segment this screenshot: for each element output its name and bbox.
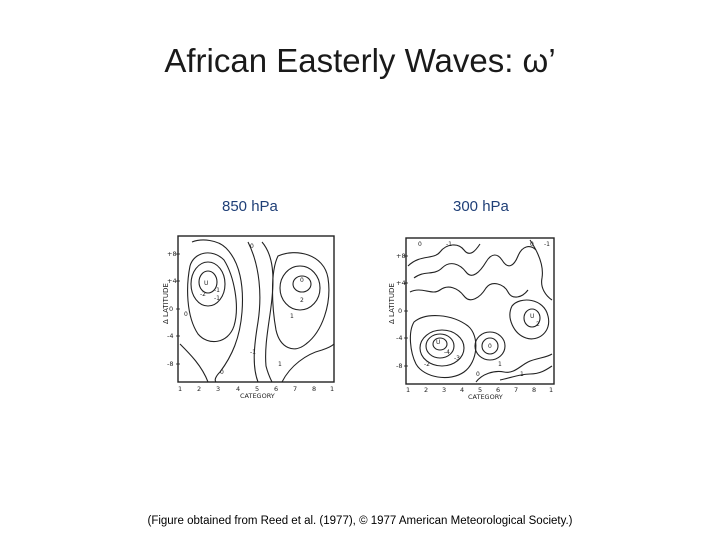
contour-lines [407, 239, 553, 383]
x-tick-label: 3 [216, 385, 220, 393]
x-tick-label: 8 [312, 385, 316, 393]
contour-label: 2 [536, 321, 540, 328]
contour-label: 0 [300, 277, 304, 284]
contour-labels: 0 U -1 -1 -2 0 0 2 1 -1 1 0 [184, 243, 304, 376]
contour-label: U [436, 339, 440, 346]
contour-label: 0 [530, 241, 534, 248]
x-tick-label: 5 [478, 386, 482, 394]
x-tick-label: 4 [460, 386, 464, 394]
contour-labels: 0 -1 -1 0 U 2 0 1 U -4 -3 -2 0 1 [418, 241, 550, 378]
x-tick-label: 3 [442, 386, 446, 394]
contour-label: -2 [424, 361, 430, 368]
x-axis-title: CATEGORY [468, 393, 503, 401]
x-tick-label: 8 [532, 386, 536, 394]
y-tick-label: +8 [167, 250, 177, 258]
contour-label: 0 [184, 311, 188, 318]
y-axis-title: Δ LATITUDE [162, 283, 170, 324]
y-tick-label: -4 [396, 334, 402, 342]
x-tick-label: 5 [255, 385, 259, 393]
contour-label: -1 [214, 295, 220, 302]
x-tick-label: 1 [330, 385, 334, 393]
x-tick-label: 4 [236, 385, 240, 393]
contour-label: 0 [488, 343, 492, 350]
contour-label: 1 [278, 361, 282, 368]
panel-label-300: 300 hPa [453, 198, 509, 215]
contour-label: 0 [220, 369, 224, 376]
y-tick-labels: +8 +4 0 -4 -8 [396, 252, 406, 370]
contour-map-850: Δ LATITUDE +8 +4 0 -4 -8 1 2 3 4 5 6 7 8… [162, 226, 342, 406]
y-tick-label: -8 [167, 360, 173, 368]
contour-label: U [204, 280, 208, 287]
x-tick-label: 2 [424, 386, 428, 394]
contour-label: 0 [476, 371, 480, 378]
contour-label: -3 [454, 355, 460, 362]
contour-map-300: Δ LATITUDE +8 +4 0 -4 -8 1 2 3 4 5 6 7 8… [380, 226, 560, 406]
contour-label: 2 [300, 297, 304, 304]
x-tick-label: 1 [406, 386, 410, 394]
y-tick-label: +4 [396, 279, 406, 287]
x-tick-label: 7 [293, 385, 297, 393]
contour-lines [179, 239, 335, 383]
plot-frame [177, 235, 335, 383]
x-tick-label: 6 [496, 386, 500, 394]
x-tick-label: 6 [274, 385, 278, 393]
figure-caption: (Figure obtained from Reed et al. (1977)… [147, 515, 573, 527]
x-tick-label: 1 [549, 386, 553, 394]
contour-label: -1 [250, 349, 256, 356]
x-tick-label: 1 [178, 385, 182, 393]
y-tick-label: -4 [167, 332, 173, 340]
contour-label: -1 [446, 241, 452, 248]
x-axis-title: CATEGORY [240, 392, 275, 400]
contour-label: 0 [418, 241, 422, 248]
y-tick-labels: +8 +4 0 -4 -8 [167, 250, 177, 368]
x-tick-label: 2 [197, 385, 201, 393]
y-tick-label: -8 [396, 362, 402, 370]
contour-label: 1 [290, 313, 294, 320]
contour-label: U [530, 313, 534, 320]
x-tick-label: 7 [514, 386, 518, 394]
y-axis-title: Δ LATITUDE [388, 283, 396, 324]
panel-label-850: 850 hPa [222, 198, 278, 215]
contour-label: -2 [200, 291, 206, 298]
y-tick-label: 0 [398, 307, 402, 315]
contour-label: -1 [544, 241, 550, 248]
contour-label: 1 [498, 361, 502, 368]
contour-label: -4 [444, 349, 450, 356]
contour-label: -1 [214, 287, 220, 294]
x-tick-labels: 1 2 3 4 5 6 7 8 1 [178, 385, 334, 393]
y-tick-label: +8 [396, 252, 406, 260]
y-tick-label: 0 [169, 305, 173, 313]
y-tick-label: +4 [167, 277, 177, 285]
contour-label: 0 [250, 243, 254, 250]
contour-label: 1 [520, 371, 524, 378]
x-tick-labels: 1 2 3 4 5 6 7 8 1 [406, 386, 553, 394]
slide-title: African Easterly Waves: ω’ [164, 42, 556, 79]
